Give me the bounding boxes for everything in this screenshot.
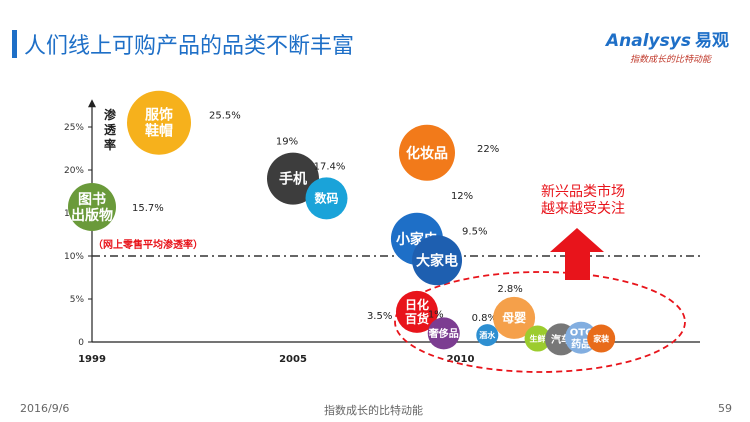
bubble-value-label: 15.7% — [132, 203, 164, 214]
emerging-category-ellipse — [394, 271, 686, 373]
logo-cn: 易观 — [694, 31, 729, 51]
bubble-value-label: 22% — [477, 144, 499, 155]
bubble-label: 奢侈品 — [428, 327, 459, 340]
bubble-label: 家装 — [593, 333, 609, 343]
y-tick-label: 5% — [70, 295, 85, 305]
bubble-奢侈品: 奢侈品 1% — [427, 309, 460, 350]
bubble-生鲜: 生鲜 — [524, 325, 551, 352]
bubble-label: 服饰 — [145, 107, 173, 124]
y-axis-label: 率 — [104, 137, 116, 152]
bubble-value-label: 1% — [428, 309, 444, 320]
bubble-label: 母婴 — [502, 311, 526, 325]
page-title: 人们线上可购产品的品类不断丰富 — [24, 34, 355, 59]
footer-date: 2016/9/6 — [20, 402, 70, 415]
bubble-label: 生鲜 — [530, 333, 546, 343]
bubble-circle — [68, 182, 116, 231]
y-axis-arrow — [88, 99, 96, 108]
y-tick-label: 25% — [64, 123, 84, 133]
annotation-text: 越来越受关注 — [541, 201, 625, 217]
bubble-circle — [587, 324, 616, 353]
bubble-label: OTC — [570, 327, 593, 338]
bubble-circle — [267, 152, 319, 205]
bubble-circle — [524, 325, 551, 352]
bubble-手机: 手机 19% — [267, 137, 319, 205]
x-tick-label: 1999 — [78, 354, 106, 365]
bubble-label: 图书 — [78, 191, 106, 208]
reference-line-label: （网上零售平均渗透率） — [93, 238, 203, 251]
annotation-text: 新兴品类市场 — [541, 183, 625, 200]
bubble-label: 大家电 — [416, 252, 458, 269]
bubble-circle — [412, 235, 463, 286]
bubble-circle — [476, 324, 499, 347]
upward-arrow — [550, 228, 604, 280]
bubble-化妆品: 化妆品 22% — [399, 124, 499, 181]
bubble-value-label: 0.8% — [472, 313, 497, 324]
bubble-circle — [127, 90, 191, 155]
bubble-circle — [399, 124, 455, 181]
x-tick-label: 2010 — [447, 354, 475, 365]
y-tick-label: 20% — [64, 166, 84, 176]
bubble-circle — [305, 177, 348, 220]
bubble-circle — [565, 321, 598, 354]
bubble-label: 数码 — [314, 191, 338, 206]
y-axis-label: 透 — [104, 123, 117, 137]
logo-brand: Analysys — [606, 31, 691, 51]
bubble-label: 出版物 — [71, 207, 113, 224]
bubble-value-label: 19% — [276, 137, 298, 148]
penetration-bubble-chart: 渗透率05%10%15%20%25%199920052010（网上零售平均渗透率… — [64, 90, 700, 373]
y-axis-label: 渗 — [104, 107, 117, 122]
bubble-value-label: 3.5% — [367, 311, 392, 322]
bubble-value-label: 12% — [451, 191, 473, 202]
y-tick-label: 10% — [64, 252, 84, 262]
bubble-label: 百货 — [405, 311, 429, 326]
x-tick-label: 2005 — [279, 354, 307, 365]
bubble-label: 日化 — [405, 297, 429, 312]
bubble-circle — [427, 317, 460, 350]
bubble-value-label: 25.5% — [209, 111, 241, 122]
bubble-value-label: 9.5% — [462, 226, 487, 237]
bubble-酒水: 酒水 0.8% — [472, 313, 499, 347]
footer-page-number: 59 — [718, 402, 732, 415]
bubble-circle — [395, 290, 438, 333]
bubble-circle — [493, 296, 536, 339]
bubble-label: 药品 — [571, 337, 591, 350]
bubble-label: 鞋帽 — [145, 123, 173, 140]
footer-slogan: 指数成长的比特动能 — [324, 404, 423, 417]
bubble-数码: 数码 17.4% — [305, 161, 348, 220]
bubble-value-label: 2.8% — [497, 284, 522, 295]
title-accent-bar — [12, 30, 17, 58]
bubble-母婴: 母婴 2.8% — [493, 284, 536, 339]
brand-logo: Analysys 易观 — [606, 26, 729, 51]
bubble-大家电: 大家电 9.5% — [412, 226, 487, 286]
logo-slogan: 指数成长的比特动能 — [630, 55, 712, 65]
bubble-label: 酒水 — [479, 330, 496, 340]
y-tick-label: 0 — [78, 338, 84, 348]
bubble-家装: 家装 — [587, 324, 616, 353]
bubble-value-label: 17.4% — [314, 161, 346, 172]
bubble-label: 化妆品 — [406, 145, 448, 162]
bubble-label: 手机 — [279, 171, 307, 188]
